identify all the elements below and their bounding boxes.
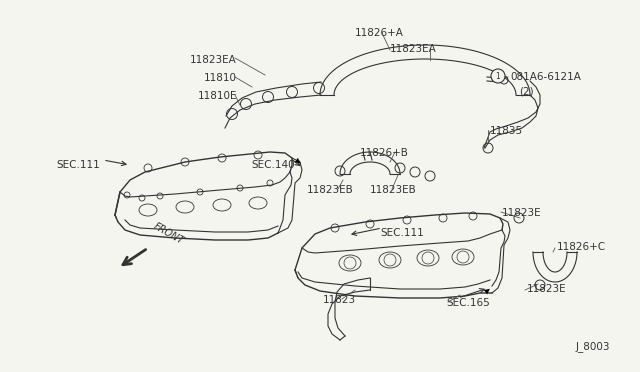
- Text: SEC.140: SEC.140: [252, 160, 295, 170]
- Text: 081A6-6121A: 081A6-6121A: [510, 72, 581, 82]
- Text: FRONT: FRONT: [152, 221, 186, 246]
- Text: 11835: 11835: [490, 126, 523, 136]
- Text: 11823E: 11823E: [502, 208, 541, 218]
- Text: 11810E: 11810E: [198, 91, 237, 101]
- Text: 11810: 11810: [204, 73, 237, 83]
- Text: 11823EB: 11823EB: [307, 185, 354, 195]
- Text: 11826+A: 11826+A: [355, 28, 404, 38]
- Text: 1: 1: [495, 71, 500, 80]
- Text: 11826+B: 11826+B: [360, 148, 409, 158]
- Circle shape: [491, 69, 505, 83]
- Text: 11823E: 11823E: [527, 284, 566, 294]
- Text: 11823EB: 11823EB: [370, 185, 417, 195]
- Text: SEC.165: SEC.165: [446, 298, 490, 308]
- Text: (2): (2): [519, 86, 534, 96]
- Text: J_8003: J_8003: [575, 341, 610, 352]
- Text: SEC.111: SEC.111: [380, 228, 424, 238]
- Text: 11823EA: 11823EA: [390, 44, 436, 54]
- Text: 11823EA: 11823EA: [190, 55, 237, 65]
- Text: 11823: 11823: [323, 295, 356, 305]
- Text: 11826+C: 11826+C: [557, 242, 606, 252]
- Text: SEC.111: SEC.111: [56, 160, 100, 170]
